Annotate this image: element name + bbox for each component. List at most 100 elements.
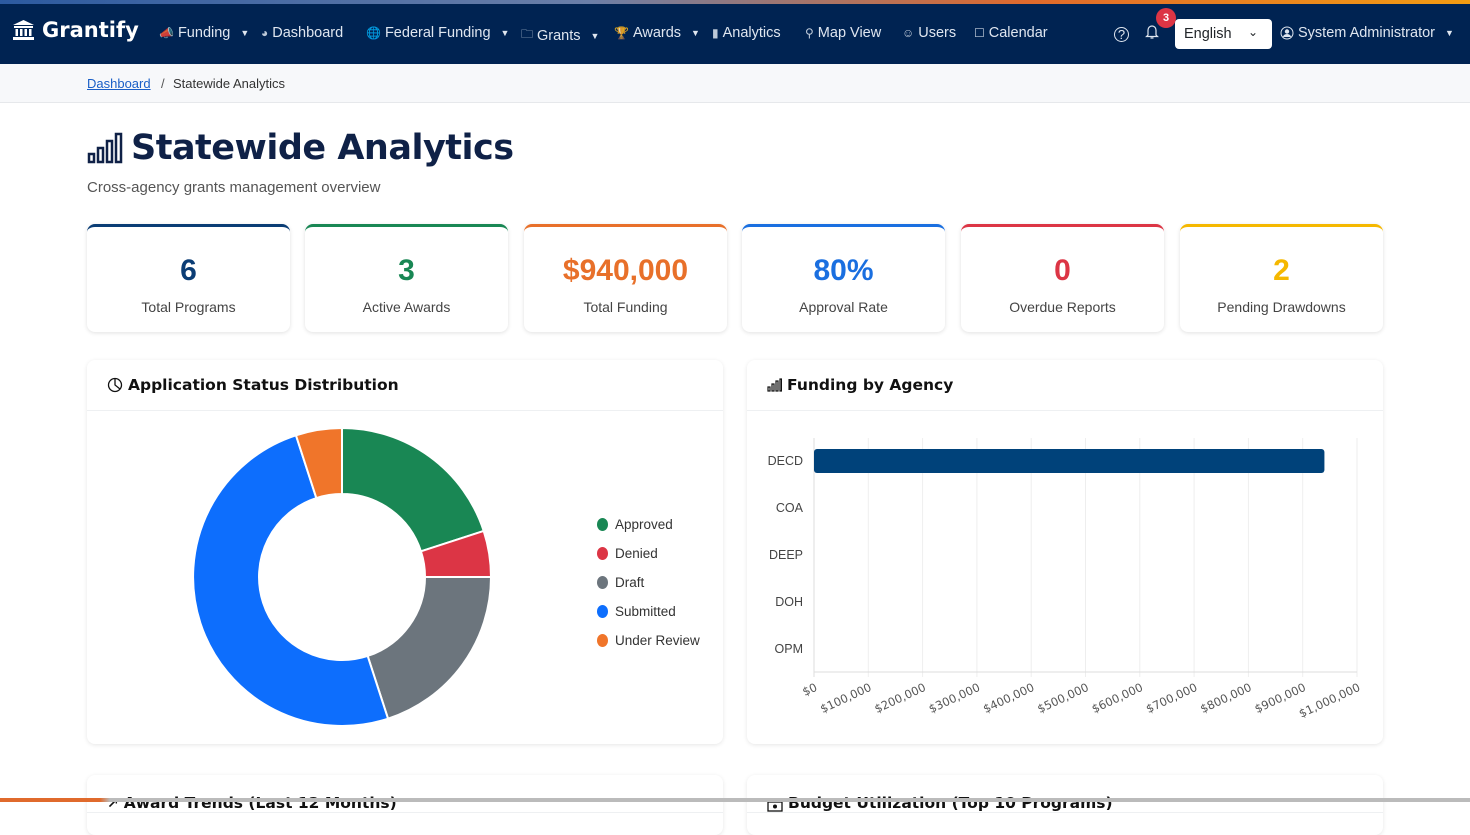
bank-icon <box>13 20 34 40</box>
x-tick-label: $100,000 <box>818 680 874 716</box>
legend-swatch <box>597 576 608 589</box>
nav-item-users[interactable]: ☺ Users <box>902 25 956 41</box>
x-tick-label: $0 <box>800 680 819 699</box>
kpi-value: $940,000 <box>562 254 689 287</box>
chevron-down-icon: ⌄ <box>1247 25 1258 39</box>
brand-logo[interactable]: Grantify <box>12 18 139 42</box>
nav-item-label: Users <box>918 25 957 41</box>
donut-slice-submitted[interactable] <box>192 434 390 727</box>
nav-item-label: Federal Funding <box>384 25 491 41</box>
breadcrumb-current: Statewide Analytics <box>173 76 286 91</box>
legend-item[interactable]: Under Review <box>597 626 700 655</box>
nav-item-label: Dashboard <box>272 25 344 41</box>
help-icon[interactable]: ? <box>1114 27 1129 42</box>
user-menu[interactable]: System Administrator ▼ <box>1280 25 1454 41</box>
x-tick-label: $600,000 <box>1089 680 1145 716</box>
nav-item-dashboard[interactable]: ◕ Dashboard <box>261 25 343 41</box>
kpi-value: 0 <box>1054 254 1071 287</box>
bell-icon[interactable] <box>1145 24 1159 40</box>
brand-name: Grantify <box>42 18 139 42</box>
breadcrumb: Dashboard / Statewide Analytics <box>0 64 1470 103</box>
kpi-label: Total Funding <box>583 299 668 315</box>
nav-item-federal-funding[interactable]: 🌐 Federal Funding ▼ <box>366 25 509 41</box>
page-title-text: Statewide Analytics <box>131 128 514 168</box>
kpi-value: 80% <box>813 254 874 287</box>
chart-legend: Approved Denied Draft Submitted Under Review <box>597 510 700 655</box>
x-tick-label: $700,000 <box>1144 680 1200 716</box>
y-tick-label: DECD <box>768 454 803 468</box>
caret-down-icon: ▼ <box>1445 28 1454 38</box>
kpi-card: 3 Active Awards <box>305 224 508 332</box>
donut-slice-approved[interactable] <box>341 426 485 553</box>
nav-item-label: Analytics <box>722 25 781 41</box>
megaphone-icon: 📣 <box>159 26 174 40</box>
user-name: System Administrator <box>1298 25 1435 41</box>
bottom-strip <box>0 798 1470 802</box>
x-tick-label: $500,000 <box>1035 680 1091 716</box>
users-icon: ☺ <box>902 26 915 40</box>
kpi-label: Pending Drawdowns <box>1217 299 1346 315</box>
nav-item-map-view[interactable]: ⚲ Map View <box>805 25 881 41</box>
trophy-icon: 🏆 <box>614 26 629 40</box>
language-select[interactable]: English ⌄ <box>1175 19 1272 49</box>
page-subtitle: Cross-agency grants management overview <box>87 179 381 196</box>
y-tick-label: COA <box>776 501 804 515</box>
kpi-label: Overdue Reports <box>1009 299 1116 315</box>
nav-item-label: Calendar <box>988 25 1048 41</box>
bar-decd[interactable] <box>814 449 1325 473</box>
kpi-card: 80% Approval Rate <box>742 224 945 332</box>
legend-label: Draft <box>615 575 645 590</box>
breadcrumb-separator: / <box>161 76 165 91</box>
kpi-label: Total Programs <box>141 299 236 315</box>
nav-item-analytics[interactable]: ▮ Analytics <box>712 25 781 41</box>
x-tick-label: $800,000 <box>1198 680 1254 716</box>
nav-item-calendar[interactable]: ☐ Calendar <box>974 25 1048 41</box>
legend-item[interactable]: Submitted <box>597 597 700 626</box>
donut-slice-draft[interactable] <box>366 576 493 720</box>
kpi-value: 2 <box>1273 254 1290 287</box>
agency-bar-chart: $0$100,000$200,000$300,000$400,000$500,0… <box>768 438 1363 721</box>
legend-label: Submitted <box>615 604 676 619</box>
x-tick-label: $1,000,000 <box>1297 680 1363 721</box>
legend-item[interactable]: Denied <box>597 539 700 568</box>
card-title: Budget Utilization (Top 10 Programs) <box>788 794 1113 812</box>
caret-down-icon: ▼ <box>240 28 250 38</box>
donut-slice-under-review[interactable] <box>294 426 343 500</box>
navbar: Grantify 📣 Funding ▼ ◕ Dashboard 🌐 Federal Fun… <box>0 4 1470 64</box>
nav-item-funding[interactable]: 📣 Funding ▼ <box>159 25 249 41</box>
globe-icon: 🌐 <box>366 26 381 40</box>
award-trends-card: ↗ Award Trends (Last 12 Months) <box>87 775 723 835</box>
bar-chart-icon <box>87 132 123 164</box>
y-tick-label: DOH <box>775 595 803 609</box>
nav-item-grants[interactable]: 🗀 Grants ▼ <box>521 25 599 46</box>
nav-item-label: Awards <box>632 25 682 41</box>
kpi-label: Active Awards <box>362 299 451 315</box>
card-title: Application Status Distribution <box>128 376 399 394</box>
breadcrumb-dashboard-link[interactable]: Dashboard <box>87 76 151 91</box>
notification-badge: 3 <box>1156 8 1176 28</box>
bar-chart-icon <box>767 378 782 392</box>
card-title: Award Trends (Last 12 Months) <box>123 794 397 812</box>
kpi-label: Approval Rate <box>799 299 888 315</box>
legend-label: Approved <box>615 517 673 532</box>
legend-item[interactable]: Approved <box>597 510 700 539</box>
legend-swatch <box>597 634 608 647</box>
pie-chart-icon <box>107 377 123 393</box>
map-pin-icon: ⚲ <box>805 26 814 40</box>
funding-by-agency-card: Funding by Agency <box>747 360 1383 744</box>
legend-swatch <box>597 518 608 531</box>
nav-item-label: Grants <box>537 27 581 44</box>
kpi-card: 6 Total Programs <box>87 224 290 332</box>
x-tick-label: $400,000 <box>981 680 1037 716</box>
top-accent-strip <box>0 0 1470 4</box>
status-distribution-card: Application Status Distribution <box>87 360 723 744</box>
legend-swatch <box>597 547 608 560</box>
kpi-value: 3 <box>398 254 415 287</box>
nav-item-awards[interactable]: 🏆 Awards ▼ <box>614 25 700 41</box>
page-title: Statewide Analytics <box>87 128 514 168</box>
legend-item[interactable]: Draft <box>597 568 700 597</box>
legend-label: Under Review <box>615 633 700 648</box>
legend-swatch <box>597 605 608 618</box>
speedometer-icon: ◕ <box>261 26 269 40</box>
bar-chart-icon: ▮ <box>712 26 719 40</box>
